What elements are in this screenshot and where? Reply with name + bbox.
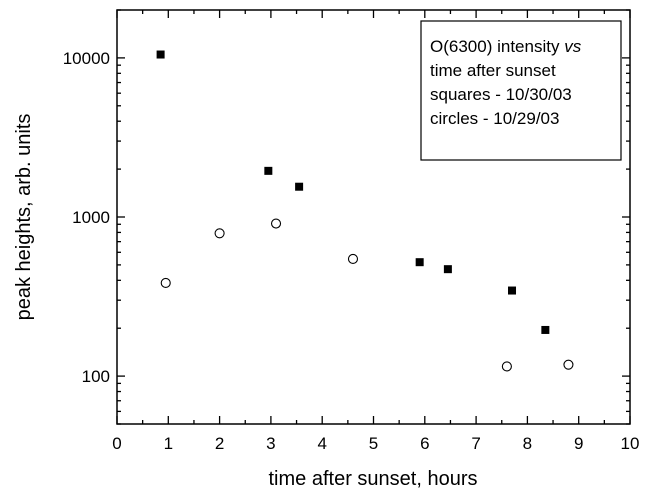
y-tick-label: 1000 bbox=[72, 208, 110, 227]
x-tick-label: 7 bbox=[471, 434, 480, 453]
y-tick-label: 100 bbox=[82, 367, 110, 386]
square-point bbox=[264, 166, 273, 175]
square-point bbox=[541, 325, 550, 334]
x-tick-label: 0 bbox=[112, 434, 121, 453]
y-axis-label: peak heights, arb. units bbox=[13, 114, 35, 321]
y-axis-ticks: 100 1000 10000 bbox=[63, 9, 630, 425]
legend-box bbox=[420, 20, 622, 161]
legend-line: squares - 10/30/03 bbox=[430, 85, 572, 104]
x-tick-label: 10 bbox=[621, 434, 640, 453]
x-tick-label: 2 bbox=[215, 434, 224, 453]
square-point bbox=[443, 265, 452, 274]
legend-text-part: vs bbox=[564, 37, 582, 56]
x-tick-label: 1 bbox=[164, 434, 173, 453]
square-point bbox=[156, 50, 165, 59]
square-point bbox=[295, 182, 304, 191]
legend-text-part: circles - 10/29/03 bbox=[430, 109, 559, 128]
y-tick-label: 10000 bbox=[63, 49, 110, 68]
x-axis-label: time after sunset, hours bbox=[269, 468, 478, 490]
circle-point bbox=[270, 218, 282, 229]
circle-point bbox=[214, 228, 225, 239]
legend: O(6300) intensity vs time after sunset squ… bbox=[420, 20, 622, 161]
legend-text-part: O(6300) intensity bbox=[430, 37, 564, 56]
square-point bbox=[508, 286, 517, 295]
x-tick-label: 9 bbox=[574, 434, 583, 453]
data-points bbox=[156, 50, 574, 372]
x-tick-label: 3 bbox=[266, 434, 275, 453]
x-tick-label: 4 bbox=[317, 434, 326, 453]
legend-line: time after sunset bbox=[430, 61, 556, 80]
legend-line: circles - 10/29/03 bbox=[430, 109, 559, 128]
x-tick-label: 8 bbox=[523, 434, 532, 453]
x-axis-ticks: 0 1 2 3 4 5 6 7 8 9 10 bbox=[112, 10, 639, 453]
x-tick-label: 6 bbox=[420, 434, 429, 453]
circle-point bbox=[501, 361, 512, 372]
legend-line: O(6300) intensity vs bbox=[430, 37, 582, 56]
legend-text-part: time after sunset bbox=[430, 61, 556, 80]
circle-point bbox=[347, 253, 359, 264]
circle-point bbox=[160, 277, 171, 289]
square-point bbox=[415, 258, 424, 267]
circle-point bbox=[563, 359, 574, 370]
x-tick-label: 5 bbox=[369, 434, 378, 453]
legend-text-part: squares - 10/30/03 bbox=[430, 85, 572, 104]
